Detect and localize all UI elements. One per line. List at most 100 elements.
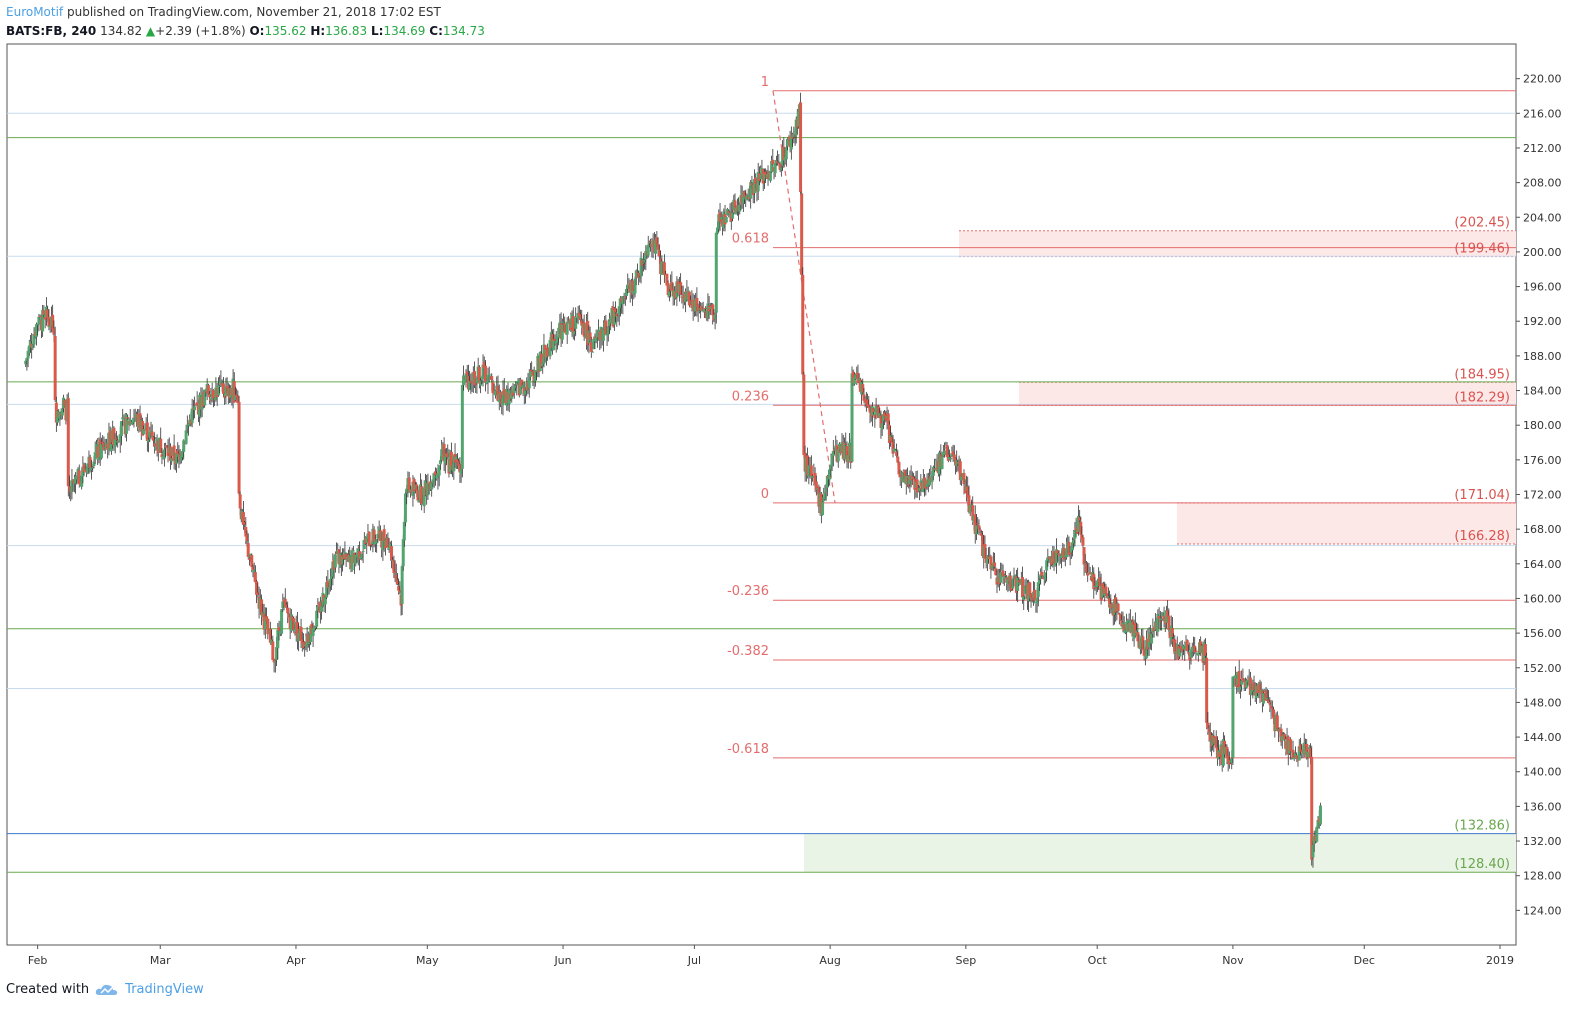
candle-up bbox=[555, 336, 559, 343]
candle-up bbox=[1150, 633, 1154, 644]
candle-down bbox=[1108, 598, 1112, 608]
candle-down bbox=[873, 413, 877, 418]
candle-down bbox=[571, 316, 575, 334]
candle-up bbox=[479, 380, 483, 386]
candle-down bbox=[168, 446, 172, 461]
candle-down bbox=[1275, 715, 1279, 729]
candle-up bbox=[431, 479, 435, 484]
candle-down bbox=[465, 371, 469, 376]
candle-up bbox=[527, 378, 531, 389]
low-key: L: bbox=[370, 24, 384, 38]
candle-down bbox=[1193, 645, 1197, 653]
candle-up bbox=[880, 423, 884, 430]
y-tick-label: 164.00 bbox=[1523, 558, 1562, 571]
candle-down bbox=[265, 616, 269, 622]
candle-down bbox=[635, 271, 639, 273]
candle-down bbox=[1208, 732, 1212, 741]
candle-up bbox=[182, 440, 186, 452]
candle-down bbox=[1088, 572, 1092, 575]
candle-up bbox=[697, 310, 701, 312]
candle-up bbox=[516, 380, 520, 383]
candle-up bbox=[432, 472, 436, 481]
candle-down bbox=[1272, 709, 1276, 719]
candle-down bbox=[1029, 594, 1033, 599]
candle-down bbox=[53, 336, 57, 401]
candle-down bbox=[378, 530, 382, 541]
candle-up bbox=[224, 386, 228, 397]
candle-down bbox=[679, 282, 683, 295]
candle-up bbox=[313, 626, 317, 629]
symbol-label: BATS:FB, 240 bbox=[6, 24, 97, 38]
y-tick-label: 208.00 bbox=[1523, 177, 1562, 190]
y-tick-label: 204.00 bbox=[1523, 211, 1562, 224]
candle-down bbox=[867, 404, 871, 408]
candle-up bbox=[452, 455, 456, 472]
plot-area[interactable] bbox=[6, 43, 1517, 946]
candle-down bbox=[845, 445, 849, 462]
candle-up bbox=[1196, 652, 1200, 656]
last-price: 134.82 bbox=[100, 24, 143, 38]
candle-up bbox=[524, 390, 528, 395]
candle-up bbox=[625, 288, 629, 296]
candle-down bbox=[1227, 760, 1231, 765]
candle-up bbox=[762, 173, 766, 181]
candle-down bbox=[1084, 563, 1088, 573]
tradingview-link[interactable]: TradingView bbox=[125, 982, 204, 997]
candle-down bbox=[260, 599, 264, 616]
candle-up bbox=[41, 309, 45, 332]
candle-up bbox=[786, 139, 790, 147]
candle-up bbox=[1315, 827, 1319, 842]
candle-up bbox=[86, 463, 90, 474]
candle-up bbox=[325, 582, 329, 598]
candle-up bbox=[312, 627, 316, 631]
candle-down bbox=[433, 471, 437, 476]
candle-up bbox=[333, 554, 337, 568]
candle-up bbox=[181, 451, 185, 458]
candle-up bbox=[641, 262, 645, 264]
candle-up bbox=[560, 324, 564, 340]
candle-up bbox=[621, 296, 625, 305]
candle-down bbox=[553, 338, 557, 342]
candle-up bbox=[1023, 585, 1027, 594]
candle-up bbox=[1262, 693, 1266, 704]
x-tick-label: May bbox=[416, 954, 439, 967]
candle-up bbox=[387, 548, 391, 550]
candle-down bbox=[872, 408, 876, 413]
fib-level-label: 1 bbox=[761, 75, 769, 90]
candle-up bbox=[643, 260, 647, 263]
candle-up bbox=[968, 505, 972, 513]
candle-up bbox=[48, 325, 52, 328]
candle-up bbox=[203, 389, 207, 406]
candle-down bbox=[1170, 628, 1174, 637]
candle-down bbox=[883, 412, 887, 417]
candle-up bbox=[36, 324, 40, 326]
y-tick-label: 220.00 bbox=[1523, 73, 1562, 86]
candle-up bbox=[999, 572, 1003, 583]
candle-down bbox=[151, 436, 155, 441]
candle-down bbox=[546, 347, 550, 357]
candle-up bbox=[565, 321, 569, 335]
candle-down bbox=[1056, 550, 1060, 554]
x-tick-label: Nov bbox=[1222, 954, 1244, 967]
candle-down bbox=[1206, 722, 1210, 729]
candle-up bbox=[280, 609, 284, 634]
candle-up bbox=[1280, 735, 1284, 741]
y-tick-label: 152.00 bbox=[1523, 662, 1562, 675]
candle-down bbox=[1241, 678, 1245, 681]
candle-up bbox=[741, 191, 745, 204]
candle-down bbox=[283, 598, 287, 606]
candle-up bbox=[289, 614, 293, 632]
candle-up bbox=[646, 244, 650, 256]
author-link[interactable]: EuroMotif bbox=[6, 5, 64, 19]
candle-down bbox=[1295, 755, 1299, 759]
candle-down bbox=[989, 556, 993, 570]
candle-down bbox=[446, 452, 450, 458]
candle-down bbox=[357, 551, 361, 560]
candle-up bbox=[1233, 675, 1237, 679]
candle-down bbox=[415, 484, 419, 491]
candle-down bbox=[277, 627, 281, 631]
candle-up bbox=[719, 217, 723, 220]
candle-up bbox=[31, 344, 35, 348]
candle-down bbox=[1207, 729, 1211, 732]
